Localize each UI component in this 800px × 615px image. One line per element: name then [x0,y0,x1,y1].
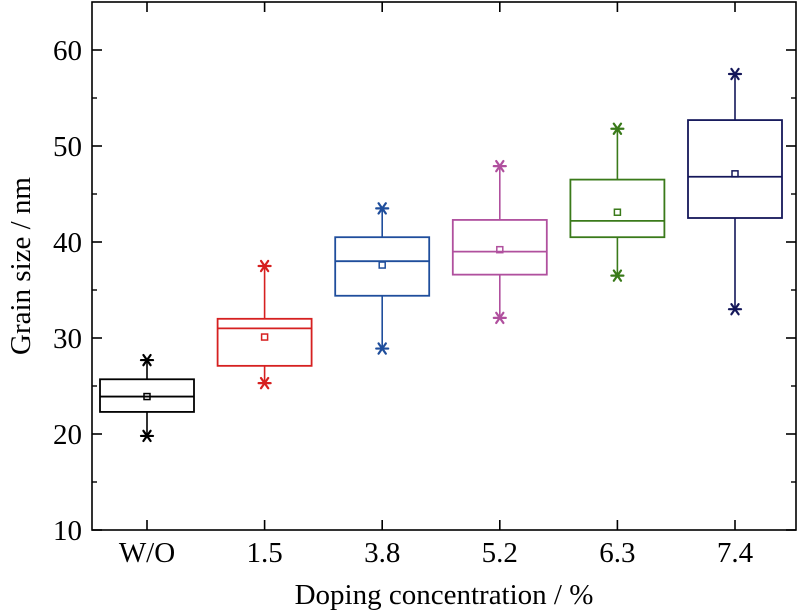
y-tick-label: 10 [53,515,82,547]
x-tick-label: 6.3 [599,537,635,569]
x-tick-label: W/O [119,537,175,569]
iqr-box [569,178,666,239]
y-tick-label: 30 [53,323,82,355]
y-tick-label: 50 [53,131,82,163]
mean-marker [260,333,269,341]
mean-marker [731,170,739,178]
max-marker [727,67,743,81]
min-marker [375,342,390,355]
min-marker [257,376,272,390]
box-3.8 [334,202,431,355]
iqr-box [687,119,783,219]
mean-marker [613,208,622,216]
mean-marker [496,245,504,254]
iqr-box [334,236,431,297]
min-marker [492,311,507,325]
y-axis: 10 20 30 40 50 60 [53,35,796,547]
mean-marker [378,261,386,269]
y-tick-label: 60 [53,35,82,67]
x-axis: W/O 1.5 3.8 5.2 6.3 7.4 [119,2,754,569]
x-tick-label: 5.2 [482,537,518,569]
box-1.5 [216,259,313,390]
plot-frame [91,1,797,531]
x-axis-label: Doping concentration / % [295,579,594,611]
mean-marker [143,392,151,401]
boxes [99,67,783,443]
iqr-box [99,378,195,413]
iqr-box [451,219,548,276]
box-W/O [99,353,195,443]
min-marker [727,303,743,316]
max-marker [375,202,390,215]
x-tick-label: 3.8 [364,537,400,569]
max-marker [139,353,155,367]
box-5.2 [451,159,548,325]
box-7.4 [687,67,783,316]
box-6.3 [569,122,666,282]
max-marker [610,122,625,135]
min-marker [139,429,155,443]
y-tick-label: 40 [53,227,82,259]
max-marker [492,159,507,173]
y-tick-label: 20 [53,419,82,451]
iqr-box [216,317,313,367]
max-marker [257,259,272,273]
x-tick-label: 1.5 [246,537,282,569]
x-tick-label: 7.4 [717,537,754,569]
min-marker [610,269,625,282]
y-axis-label: Grain size / nm [5,177,37,355]
